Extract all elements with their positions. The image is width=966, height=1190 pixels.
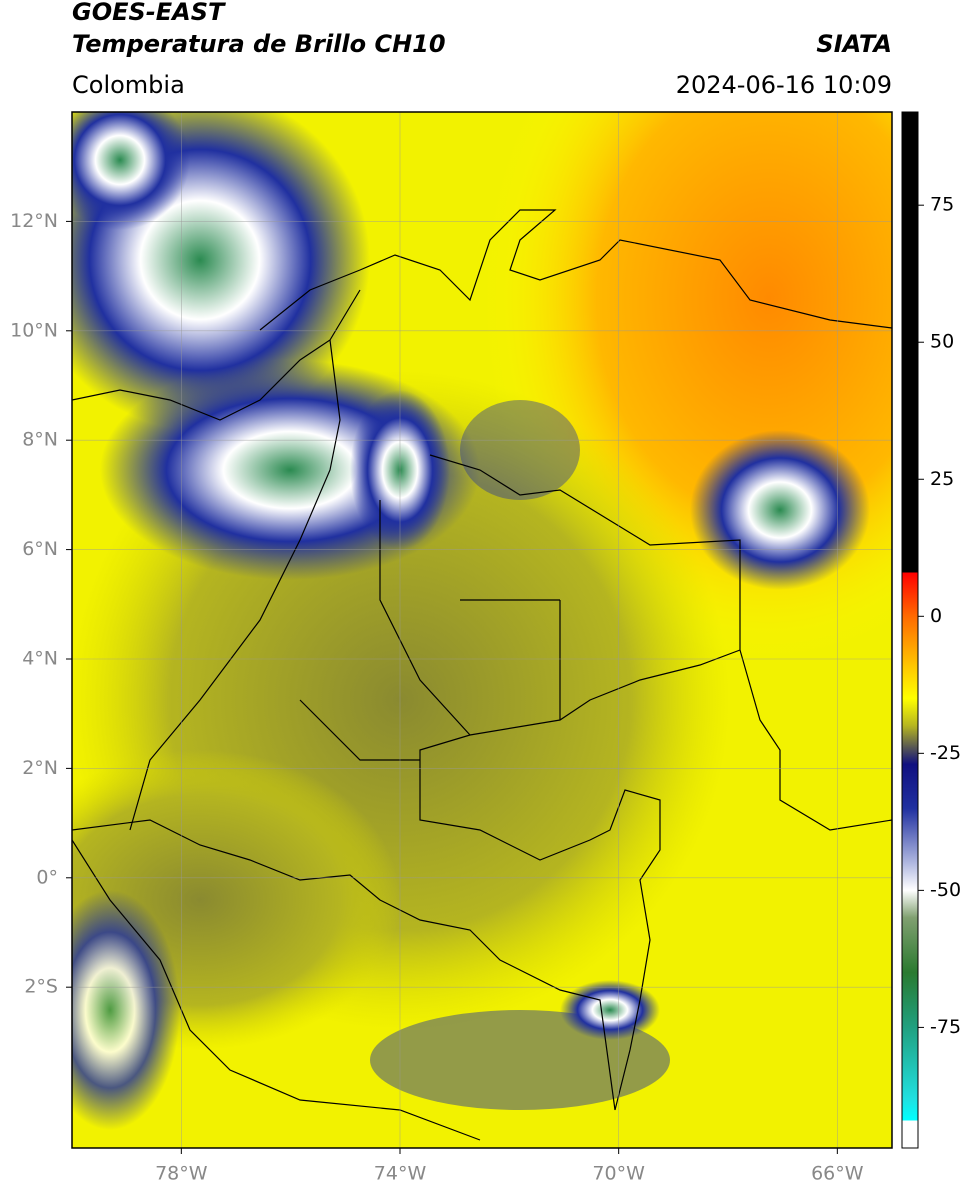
lat-tick-label: 2°S xyxy=(24,976,58,998)
lon-tick-label: 70°W xyxy=(592,1163,645,1185)
lon-tick-label: 78°W xyxy=(155,1163,208,1185)
colorbar-tick-label: 25 xyxy=(930,468,954,490)
colorbar-tick-label: -25 xyxy=(930,742,961,764)
colorbar xyxy=(901,111,919,1149)
title: GOES-EAST xyxy=(72,0,226,26)
lat-tick-label: 6°N xyxy=(22,538,58,560)
lat-tick-label: 2°N xyxy=(22,757,58,779)
lat-tick-label: 12°N xyxy=(10,210,58,232)
graticule xyxy=(72,112,892,1148)
lat-tick-label: 4°N xyxy=(22,647,58,669)
subtitle: Temperatura de Brillo CH10 xyxy=(72,30,446,58)
source: SIATA xyxy=(816,30,892,58)
lat-tick-label: 0° xyxy=(36,866,58,888)
datetime: 2024-06-16 10:09 xyxy=(676,71,892,99)
colorbar-tick-label: 50 xyxy=(930,331,954,353)
colorbar-tick-label: 75 xyxy=(930,194,954,216)
region: Colombia xyxy=(72,71,185,99)
colorbar-tick-label: 0 xyxy=(930,605,942,627)
lon-tick-label: 74°W xyxy=(374,1163,427,1185)
lat-tick-label: 8°N xyxy=(22,429,58,451)
lat-tick-label: 10°N xyxy=(10,319,58,341)
satellite-image xyxy=(72,112,892,1148)
colorbar-tick-label: -75 xyxy=(930,1016,961,1038)
lon-tick-label: 66°W xyxy=(811,1163,864,1185)
colorbar-tick-label: -50 xyxy=(930,879,961,901)
map-frame xyxy=(71,111,893,1149)
